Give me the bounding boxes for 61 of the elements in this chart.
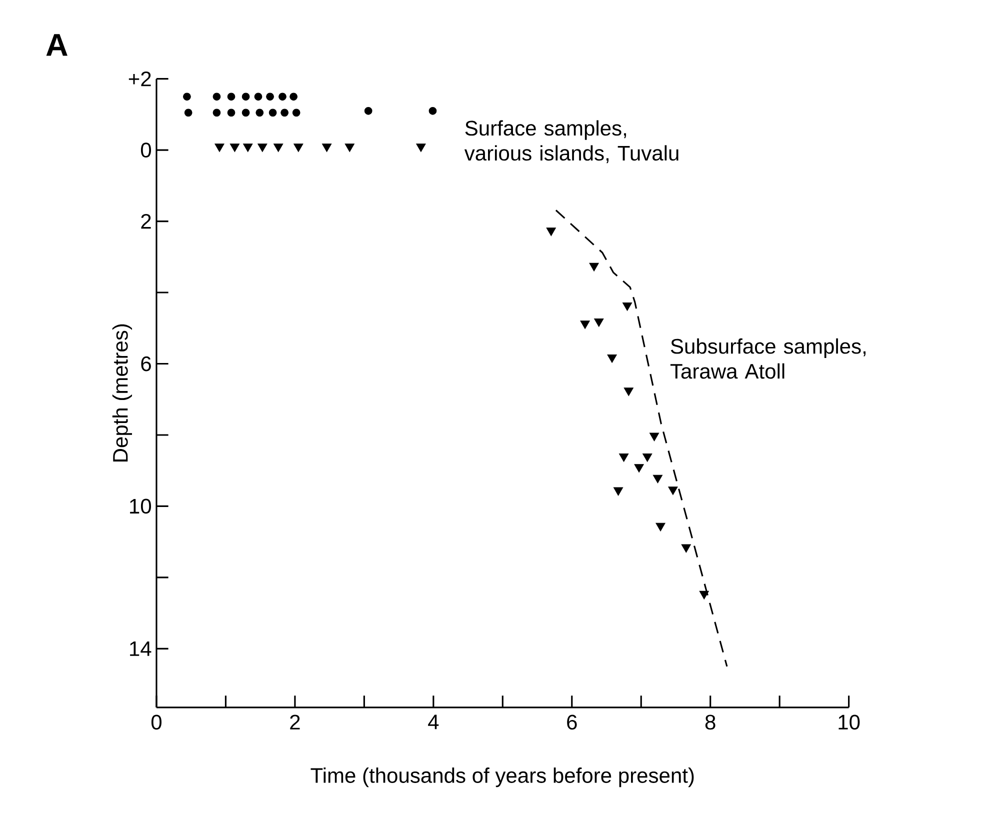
point [183,92,191,101]
point [242,108,250,117]
point [290,92,298,101]
point [589,263,599,272]
y-tick-label: 6 [141,356,151,372]
point [618,454,629,462]
point [642,454,652,462]
point [656,523,666,532]
point [230,144,240,152]
point [268,108,277,117]
point [428,107,437,116]
y-tick-label: 0 [140,142,152,158]
point [699,591,709,600]
y-tick-label: 14 [130,642,152,656]
point [274,144,284,152]
point [649,433,660,442]
x-tick-label: 6 [567,714,577,730]
point [613,488,624,496]
point [278,92,286,101]
point [266,92,274,101]
point [668,486,678,496]
x-tick-label: 4 [428,714,439,730]
x-tick-label: 10 [838,714,860,730]
y-tick-label: 10 [130,498,152,514]
point [322,144,332,152]
point [184,108,192,117]
y-tick-label: 2 [141,214,151,229]
x-axis-title: Time (thousands of years before present) [310,768,694,788]
y-axis-title: Depth (metres) [112,324,132,462]
point [227,108,236,117]
point [256,108,264,117]
point [546,228,556,236]
point [634,464,644,473]
point [594,318,604,328]
annotation: Subsurface samples, Tarawa Atoll [670,338,866,379]
point [242,92,250,101]
point [227,92,236,101]
point [681,544,691,553]
point [212,108,221,117]
point [214,144,224,152]
point [254,92,262,101]
x-tick-label: 0 [151,714,162,730]
chart-title: A [46,34,68,56]
x-tick-label: 8 [705,714,716,730]
point [416,144,426,152]
point [280,108,289,117]
x-tick-label: 2 [290,714,300,730]
point [607,354,617,364]
point [292,108,300,117]
point [624,388,634,396]
point [622,302,632,312]
point [258,144,268,152]
annotation: Surface samples, various islands, Tuvalu [464,120,678,164]
point [364,107,372,116]
point [580,320,590,330]
y-tick-label: +2 [128,72,151,86]
point [294,144,304,152]
point [652,475,663,484]
point [243,144,253,152]
point [344,144,354,152]
point [212,92,221,101]
